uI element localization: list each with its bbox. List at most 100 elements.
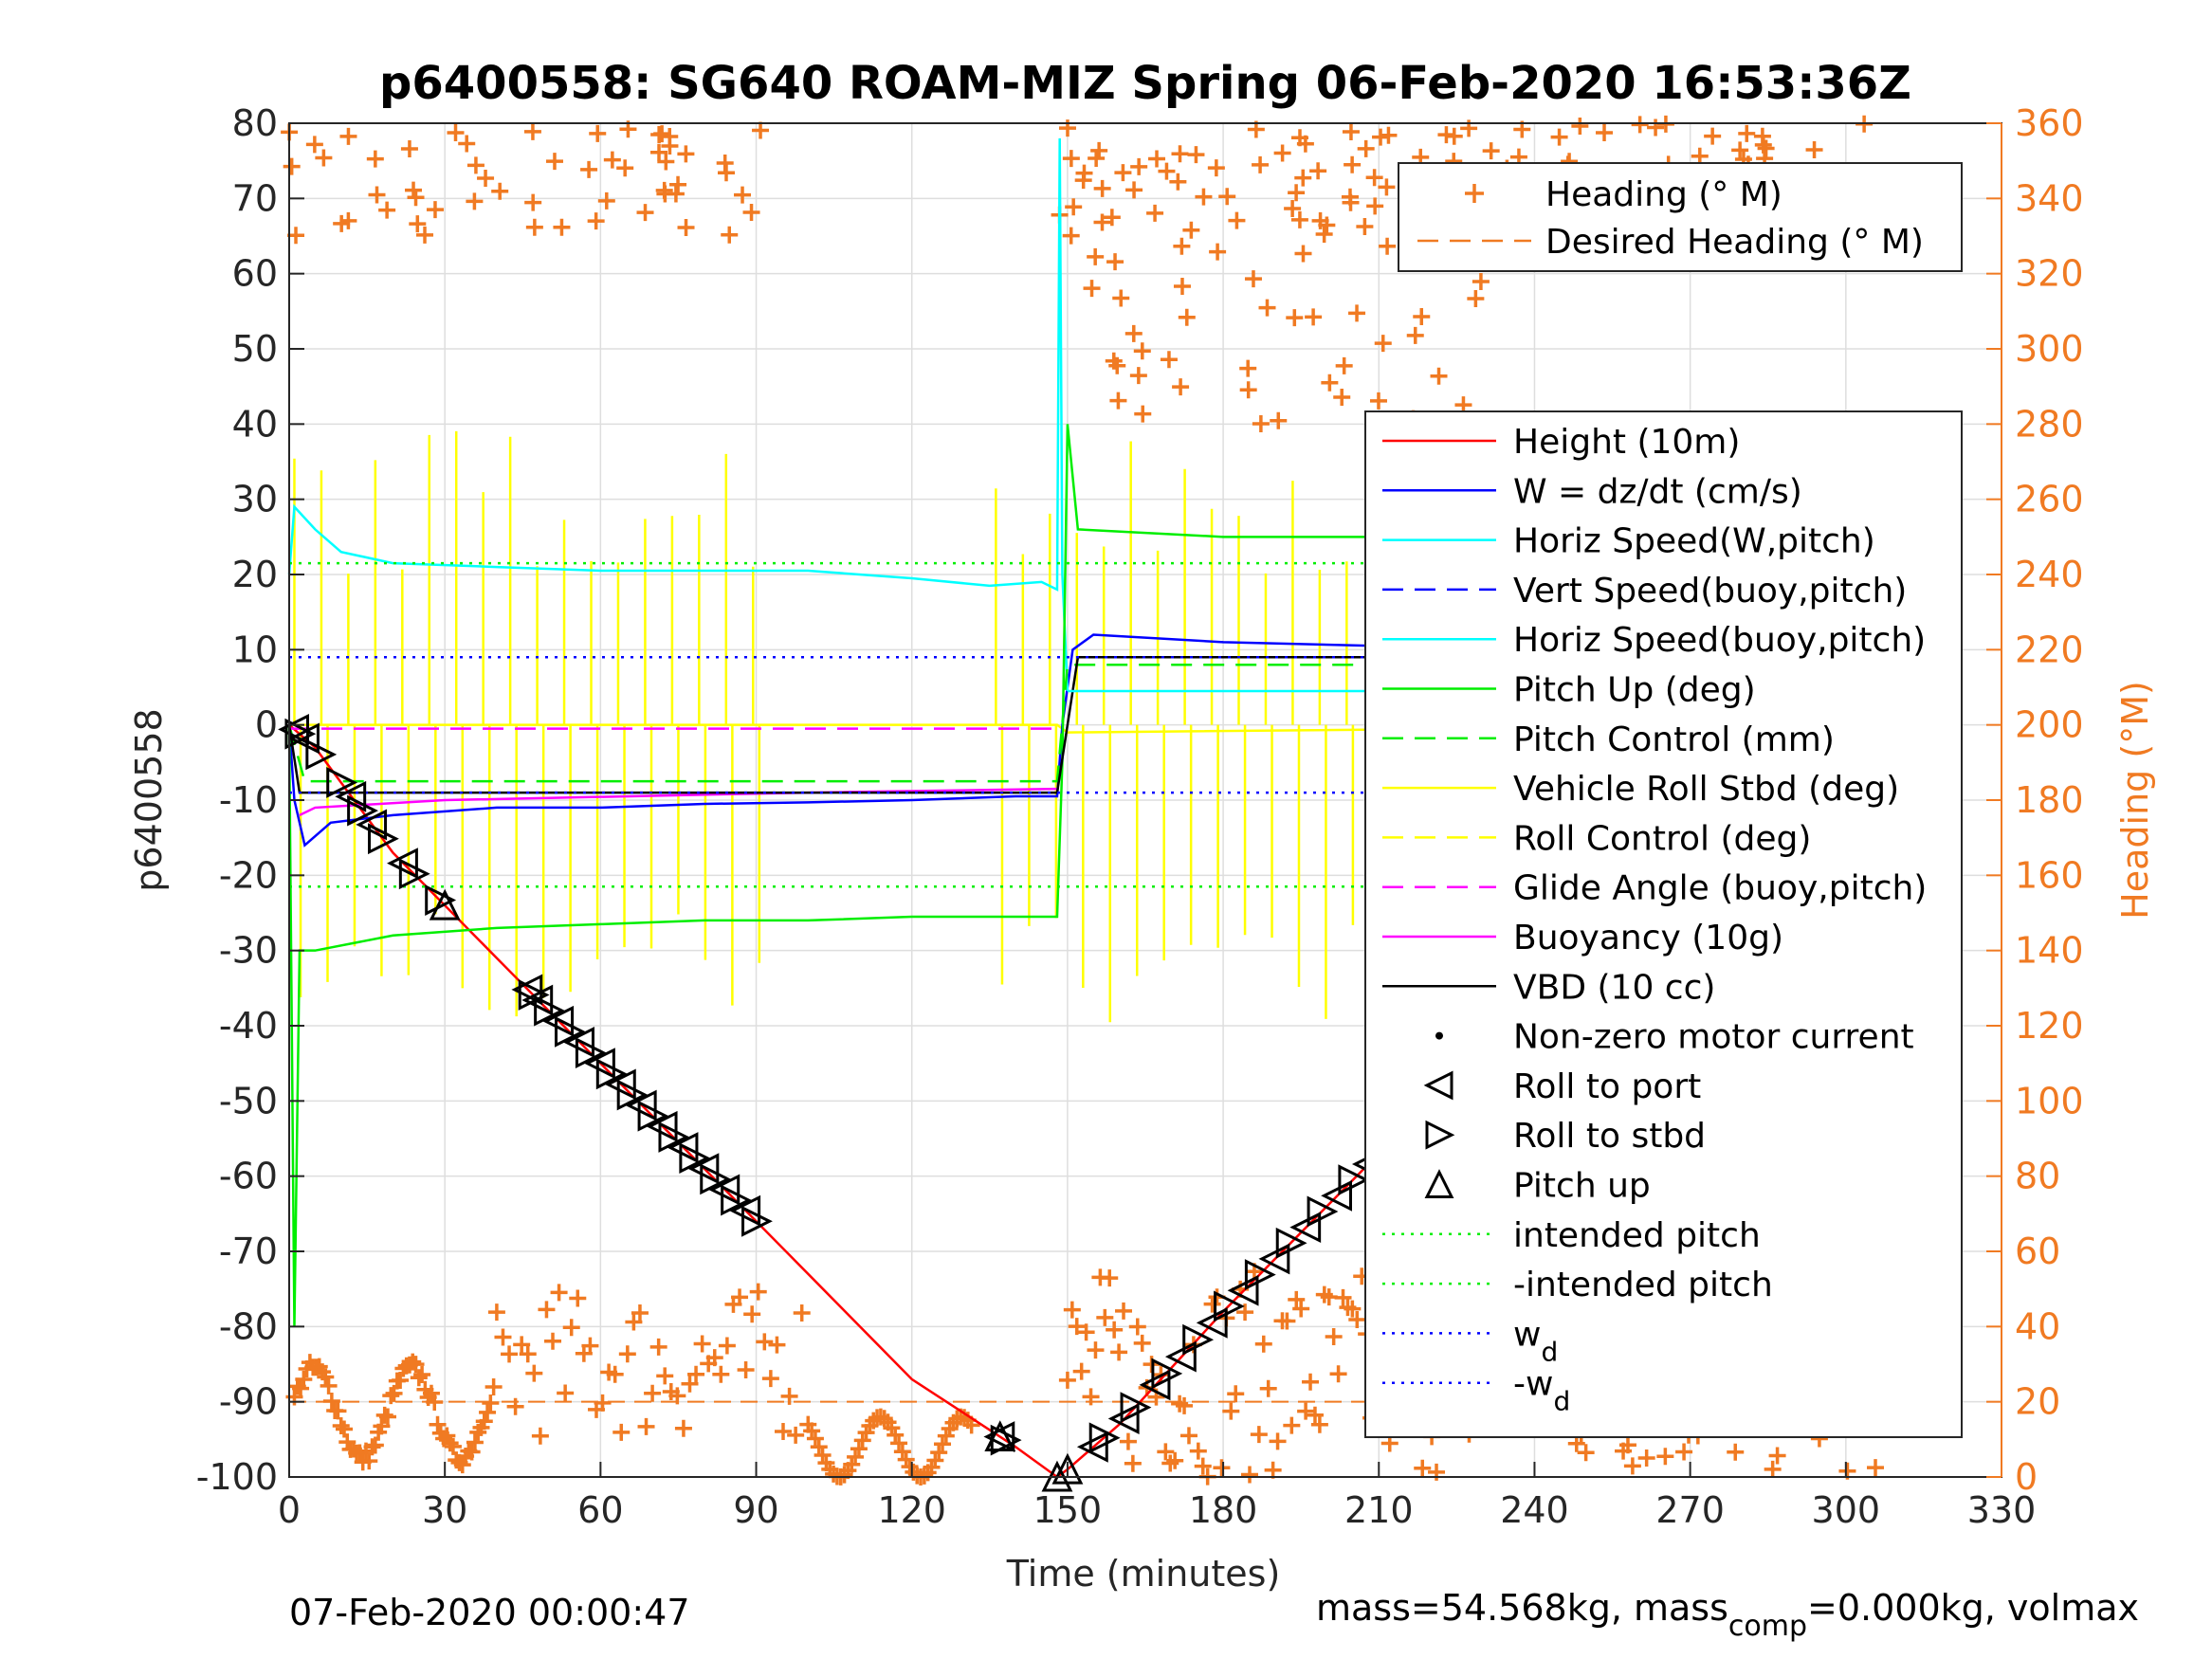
heading-marker [317, 1368, 335, 1386]
heading-marker [1065, 198, 1083, 216]
heading-marker [1445, 127, 1463, 145]
roll-spike [1210, 508, 1219, 948]
ticks-layer: 0 30 60 90 120 150 180 210 240 270 300 330-100-90-8… [196, 102, 2084, 1531]
heading-marker [525, 1364, 543, 1382]
x-tick-label: 60 [577, 1489, 623, 1531]
heading-marker [1194, 1457, 1212, 1475]
heading-marker [677, 145, 695, 163]
y-tick-label: -30 [219, 930, 278, 972]
heading-marker [752, 121, 770, 139]
heading-marker [677, 218, 695, 236]
heading-marker [360, 1452, 378, 1470]
roll-port-marker [288, 722, 320, 755]
heading-marker [373, 1417, 391, 1435]
heading-marker [1108, 356, 1126, 374]
roll-stbd-marker [1244, 1259, 1276, 1291]
heading-marker [657, 153, 675, 171]
y-tick-label: -70 [219, 1231, 278, 1272]
heading-marker [1252, 155, 1270, 173]
series-pitch-control-mm- [287, 663, 1888, 783]
heading-marker [1068, 1318, 1086, 1336]
heading-marker [1329, 1365, 1347, 1383]
heading-marker [1148, 150, 1166, 168]
heading-marker [1618, 1436, 1636, 1454]
chart-title: p6400558: SG640 ROAM-MIZ Spring 06-Feb-2… [379, 57, 1911, 110]
y-right-tick-label: 200 [2015, 704, 2084, 746]
heading-marker [287, 227, 305, 245]
y-tick-label: 50 [232, 328, 278, 370]
roll-stbd-marker [398, 858, 430, 890]
heading-marker [693, 1335, 711, 1353]
heading-marker [1764, 1460, 1782, 1478]
heading-marker [1753, 127, 1771, 145]
roll-spike [562, 520, 572, 993]
heading-marker [1072, 1362, 1090, 1380]
roll-port-marker [511, 974, 543, 1006]
roll-spike [374, 460, 383, 976]
roll-spike [1129, 441, 1139, 976]
x-tick-label: 210 [1344, 1489, 1414, 1531]
heading-marker [669, 175, 687, 193]
roll-port-marker [335, 780, 367, 812]
heading-marker [315, 149, 333, 167]
heading-marker [742, 203, 760, 221]
roll-spike [1183, 468, 1193, 945]
series-layer [287, 137, 1889, 1479]
roll-port-marker [356, 809, 388, 841]
heading-marker [887, 1426, 905, 1444]
heading-marker [413, 1366, 431, 1384]
heading-marker [1348, 1311, 1366, 1329]
heading-marker [501, 1345, 519, 1363]
heading-marker [1207, 159, 1225, 177]
heading-marker [416, 226, 434, 244]
heading-marker [1106, 253, 1124, 271]
heading-marker [1372, 128, 1390, 146]
series-buoyancy-10g- [299, 787, 1057, 816]
legend-main-label-sub: d [1553, 1386, 1570, 1417]
heading-marker [1228, 211, 1246, 229]
heading-marker [1675, 1443, 1693, 1461]
legend-main-label: Pitch Up (deg) [1513, 671, 1756, 710]
heading-marker [716, 155, 734, 173]
roll-stbd-marker [1338, 1164, 1370, 1196]
roll-spike [724, 453, 734, 1006]
footer-mass-sub: comp [1728, 1610, 1807, 1643]
heading-marker [368, 186, 386, 204]
heading-marker [1125, 181, 1143, 199]
heading-marker [1348, 304, 1366, 322]
roll-stbd-marker [595, 1058, 628, 1090]
roll-spike [752, 566, 761, 963]
heading-marker [1110, 1343, 1128, 1361]
heading-marker [597, 191, 615, 210]
roll-spike [347, 574, 356, 947]
roll-port-marker [1258, 1243, 1290, 1275]
heading-marker [531, 1427, 549, 1445]
heading-marker [1269, 1432, 1287, 1450]
y-right-tick-label: 320 [2015, 253, 2084, 295]
heading-marker [429, 1415, 447, 1433]
heading-marker [1160, 351, 1178, 369]
roll-port-marker [604, 1068, 636, 1101]
roll-stbd-marker [637, 1100, 669, 1132]
heading-marker [1252, 415, 1270, 433]
heading-marker [1302, 1373, 1320, 1391]
heading-marker [850, 1440, 868, 1458]
heading-marker [1288, 1290, 1306, 1308]
heading-marker [332, 1417, 350, 1434]
roll-port-marker [1227, 1274, 1259, 1306]
x-tick-label: 0 [278, 1489, 301, 1531]
x-tick-label: 30 [422, 1489, 467, 1531]
legend-main-label: Vert Speed(buoy,pitch) [1513, 572, 1907, 611]
heading-marker [283, 157, 301, 175]
heading-marker [656, 1367, 674, 1385]
heading-marker [649, 1338, 667, 1356]
heading-marker [1062, 150, 1080, 168]
roll-stbd-marker [347, 794, 378, 827]
heading-marker [479, 1403, 497, 1421]
y-tick-label: 40 [232, 403, 278, 445]
roll-port-marker [667, 1132, 699, 1163]
roll-port-marker [729, 1194, 761, 1227]
roll-stbd-marker [534, 994, 565, 1027]
heading-marker [329, 1402, 347, 1420]
heading-marker [734, 186, 752, 204]
